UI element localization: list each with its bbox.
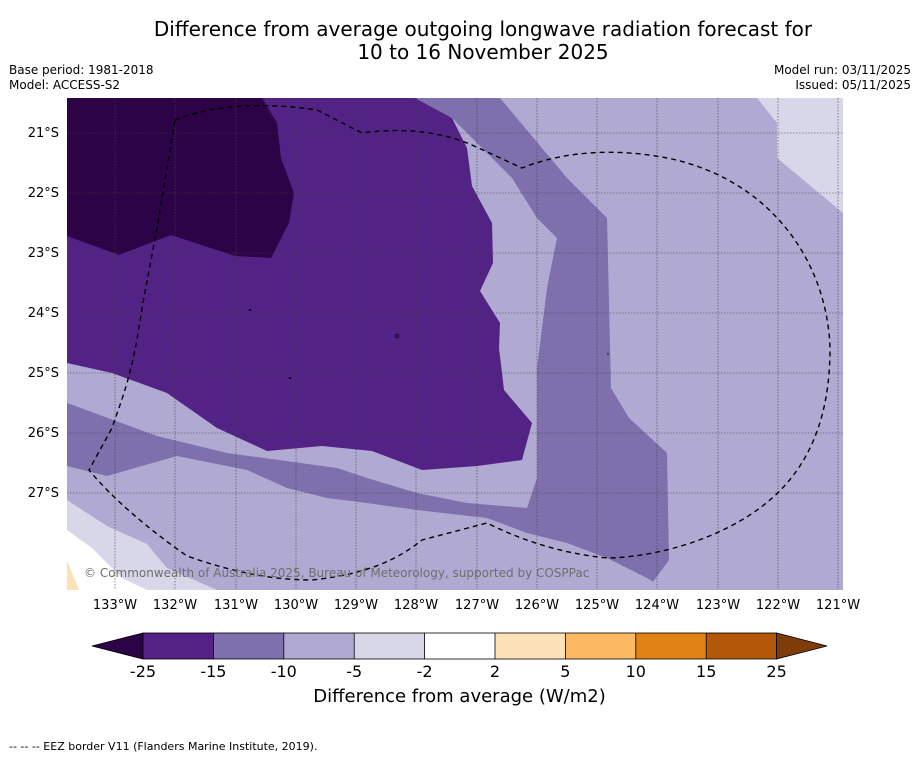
lon-label: 122°W xyxy=(755,598,801,613)
lat-label: 26°S xyxy=(27,426,59,441)
lon-label: 132°W xyxy=(152,598,198,613)
lat-label: 25°S xyxy=(27,366,59,381)
colorbar-segment xyxy=(706,633,777,659)
colorbar-tick: -10 xyxy=(270,662,297,681)
colorbar-tick: 10 xyxy=(625,662,646,681)
lon-label: 133°W xyxy=(92,598,138,613)
island-4 xyxy=(607,353,609,355)
fill-band-plus2-plus5 xyxy=(67,560,79,590)
issued-date: Issued: 05/11/2025 xyxy=(795,78,911,92)
colorbar-segment xyxy=(635,633,707,659)
colorbar-tick: 25 xyxy=(766,662,787,681)
colorbar-tick: 15 xyxy=(696,662,717,681)
lat-label: 24°S xyxy=(27,306,59,321)
colorbar-segment xyxy=(495,633,566,659)
lon-label: 130°W xyxy=(273,598,319,613)
colorbar-tick: -2 xyxy=(416,662,433,681)
colorbar-dividers xyxy=(213,633,707,659)
fill-band-lt-minus25 xyxy=(67,98,294,258)
chart-title: Difference from average outgoing longwav… xyxy=(0,18,919,64)
fill-band-minus5-minus2-ne xyxy=(757,98,843,213)
eez-footnote: -- -- -- EEZ border V11 (Flanders Marine… xyxy=(9,740,318,753)
meta-left: Base period: 1981-2018 Model: ACCESS-S2 xyxy=(9,63,154,93)
lat-label: 27°S xyxy=(27,486,59,501)
base-period: Base period: 1981-2018 xyxy=(9,63,154,77)
colorbar xyxy=(90,630,830,666)
lat-label: 23°S xyxy=(27,246,59,261)
map-svg xyxy=(67,98,843,590)
lon-label: 126°W xyxy=(514,598,560,613)
colorbar-segment xyxy=(424,633,495,659)
lon-label: 124°W xyxy=(634,598,680,613)
meta-right: Model run: 03/11/2025 Issued: 05/11/2025 xyxy=(774,63,911,93)
colorbar-label: Difference from average (W/m2) xyxy=(313,686,606,707)
fill-band-minus2-plus2 xyxy=(67,530,147,590)
lon-label: 123°W xyxy=(695,598,741,613)
copyright-notice: © Commonwealth of Australia 2025, Bureau… xyxy=(84,566,590,580)
model-name: Model: ACCESS-S2 xyxy=(9,78,121,92)
colorbar-segment xyxy=(283,633,355,659)
colorbar-outline xyxy=(142,632,777,660)
island-2 xyxy=(395,334,399,338)
title-line-2: 10 to 16 November 2025 xyxy=(357,40,609,64)
colorbar-segment xyxy=(354,633,425,659)
lat-label: 22°S xyxy=(27,186,59,201)
lon-label: 127°W xyxy=(454,598,500,613)
lon-label: 125°W xyxy=(574,598,620,613)
island-1 xyxy=(249,309,251,311)
island-3 xyxy=(289,377,291,379)
colorbar-tick: 2 xyxy=(489,662,501,681)
lon-label: 128°W xyxy=(393,598,439,613)
colorbar-segment xyxy=(143,633,214,659)
lon-label: 129°W xyxy=(333,598,379,613)
colorbar-extend-high xyxy=(776,632,828,660)
colorbar-tick: -25 xyxy=(129,662,157,681)
lon-label: 121°W xyxy=(815,598,861,613)
fill-band-minus10-minus5-sw xyxy=(67,456,667,590)
colorbar-tick: 5 xyxy=(560,662,571,681)
colorbar-segment xyxy=(565,633,636,659)
lon-label: 131°W xyxy=(213,598,259,613)
eez-border xyxy=(88,104,831,581)
model-run: Model run: 03/11/2025 xyxy=(773,63,911,77)
colorbar-svg xyxy=(91,632,828,660)
title-line-1: Difference from average outgoing longwav… xyxy=(153,17,813,41)
colorbar-tick: -5 xyxy=(346,662,363,681)
colorbar-tick: -15 xyxy=(200,662,227,681)
forecast-map xyxy=(67,98,843,590)
colorbar-extend-low xyxy=(91,632,144,660)
lat-label: 21°S xyxy=(27,126,59,141)
map-gridlines xyxy=(67,98,843,590)
colorbar-segment xyxy=(213,633,284,659)
